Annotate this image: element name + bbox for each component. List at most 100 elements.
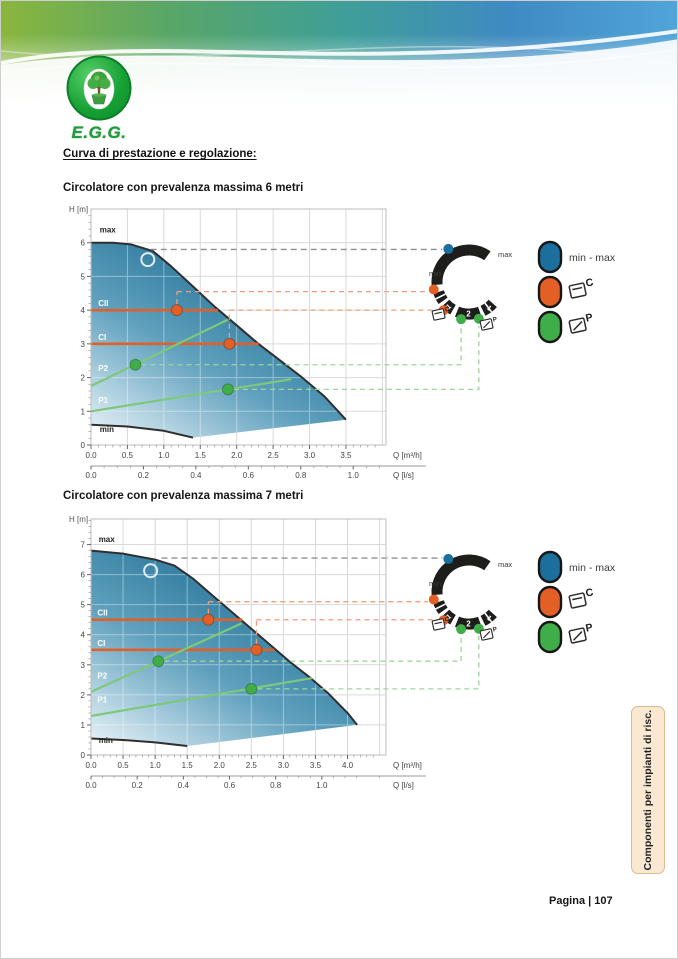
- y-axis-title: H [m]: [69, 515, 88, 524]
- y-tick-label: 6: [81, 571, 86, 580]
- y-tick-label: 1: [81, 407, 86, 416]
- legend-proportional-pressure-icon-letter: P: [585, 311, 594, 324]
- y-tick-label: 6: [81, 239, 86, 248]
- selector-dial-illustration: 1 2 1 max min C P: [428, 243, 512, 331]
- constant-pressure-label-CI: CI: [98, 333, 106, 342]
- dial-position-3-label: 1: [485, 305, 493, 313]
- side-tab-label: Componenti per impianti di risc.: [642, 709, 654, 871]
- dial-main-arc: [431, 244, 491, 286]
- operating-point-P1: [221, 383, 234, 396]
- axes: 0 1 2 3 4 5 6 0.0 0.5 1.0 1.5 2.0 2.5 3.0 3.5 Q [m³/h] 0…: [81, 215, 426, 480]
- ls-tick-label: 0.4: [178, 781, 190, 790]
- y-tick-label: 3: [81, 661, 86, 670]
- dashed-connectors: [161, 557, 480, 690]
- reference-open-circle: [140, 252, 156, 268]
- x-tick-label: 2.5: [246, 761, 258, 770]
- x-tick-label: 3.0: [278, 761, 290, 770]
- operating-point-P2: [129, 358, 142, 371]
- legend-pill-0: [537, 550, 563, 584]
- dial-proportional-pressure-icon-line: [483, 321, 491, 329]
- x-tick-label: 3.5: [310, 761, 322, 770]
- constant-pressure-label-CI: CI: [97, 639, 105, 648]
- x-tick-label: 1.5: [195, 451, 207, 460]
- dial-constant-pressure-icon-line: [434, 311, 443, 315]
- legend-constant-pressure-icon-box: [568, 592, 587, 609]
- y-tick-label: 5: [81, 601, 86, 610]
- x-tick-label: 1.5: [182, 761, 194, 770]
- legend-proportional-pressure-icon-letter: P: [585, 621, 594, 634]
- dial-dot-cII: [428, 284, 439, 295]
- constant-pressure-label-CII: CII: [97, 609, 107, 618]
- max-region-label: max: [100, 226, 117, 235]
- y-axis-title: H [m]: [69, 205, 88, 214]
- y-tick-label: 2: [81, 374, 86, 383]
- proportional-pressure-label-P2: P2: [97, 671, 107, 680]
- side-tab-category: Componenti per impianti di risc.: [631, 706, 665, 874]
- y-tick-label: 4: [81, 306, 86, 315]
- proportional-pressure-line-P1: [90, 676, 313, 718]
- ls-tick-label: 0.0: [85, 781, 97, 790]
- dial-proportional-pressure-icon-letter: P: [492, 626, 497, 634]
- x-axis-unit-primary: Q [m³/h]: [393, 451, 422, 460]
- selector-dial-illustration: 1 2 1 max min C P: [428, 553, 512, 641]
- dial-segment-2: [454, 306, 482, 320]
- min-speed-curve: [90, 737, 188, 747]
- x-axis-unit-secondary: Q [l/s]: [393, 781, 414, 790]
- proportional-pressure-line-P2: [90, 318, 229, 387]
- constant-dashed-line-CII: [207, 601, 428, 614]
- x-tick-label: 1.0: [158, 451, 170, 460]
- ls-tick-label: 0.8: [295, 471, 307, 480]
- dial-proportional-pressure-icon-letter: P: [492, 316, 497, 324]
- x-tick-label: 2.0: [214, 761, 226, 770]
- dial-dot-minmax: [443, 243, 454, 254]
- dial-main-arc: [431, 554, 491, 596]
- x-tick-label: 2.5: [268, 451, 280, 460]
- operating-point-CII: [202, 613, 215, 626]
- x-tick-label: 4.0: [342, 761, 354, 770]
- legend-label-minmax: min - max: [569, 252, 616, 264]
- dial-notch: [435, 293, 446, 300]
- proportional-pressure-line-P2: [90, 622, 243, 693]
- dial-segment-2: [454, 616, 482, 630]
- min-region-label: min: [100, 425, 114, 434]
- banner-wave-graphic: [1, 1, 677, 111]
- operating-point-P1: [245, 682, 258, 695]
- legend-label-minmax: min - max: [569, 562, 616, 574]
- legend-pill-1: [537, 585, 563, 619]
- legend-constant-pressure-icon-box: [568, 282, 587, 299]
- chart2-caption: Circolatore con prevalenza massima 7 met…: [63, 490, 304, 502]
- dial-dot-p2: [456, 314, 467, 325]
- page-heading: Curva di prestazione e regolazione:: [63, 148, 257, 160]
- dial-notch-2: [484, 612, 493, 623]
- x-tick-label: 3.0: [304, 451, 316, 460]
- x-tick-label: 3.5: [340, 451, 352, 460]
- ls-tick-label: 0.6: [243, 471, 255, 480]
- constant-dashed-line-CII: [176, 290, 428, 305]
- proportional-pressure-line-P1: [90, 378, 292, 413]
- operating-point-CII: [170, 304, 183, 317]
- dial-min-label: min: [429, 579, 441, 588]
- dial-dot-minmax: [443, 553, 454, 564]
- legend-constant-pressure-icon: C: [568, 586, 595, 609]
- dial-position-1-label: 1: [445, 613, 453, 621]
- x-tick-label: 0.5: [122, 451, 134, 460]
- ls-tick-label: 0.2: [132, 781, 144, 790]
- dial-constant-pressure-icon-letter: C: [444, 306, 450, 314]
- proportional-dashed-line-P1: [233, 325, 480, 391]
- proportional-dashed-line-P2: [141, 326, 462, 366]
- proportional-pressure-label-P2: P2: [98, 364, 108, 373]
- min-region-label: min: [99, 736, 113, 745]
- dial-proportional-pressure-icon: P: [479, 316, 498, 331]
- y-tick-label: 1: [81, 721, 86, 730]
- page-number: Pagina | 107: [549, 895, 613, 907]
- y-tick-label: 2: [81, 691, 86, 700]
- x-axis-unit-secondary: Q [l/s]: [393, 471, 414, 480]
- legend-constant-pressure-icon: C: [568, 276, 595, 299]
- chart1-caption: Circolatore con prevalenza massima 6 met…: [63, 182, 304, 194]
- legend-constant-pressure-icon-line: [572, 286, 583, 291]
- dial-notch: [435, 603, 446, 610]
- max-region-label: max: [99, 535, 116, 544]
